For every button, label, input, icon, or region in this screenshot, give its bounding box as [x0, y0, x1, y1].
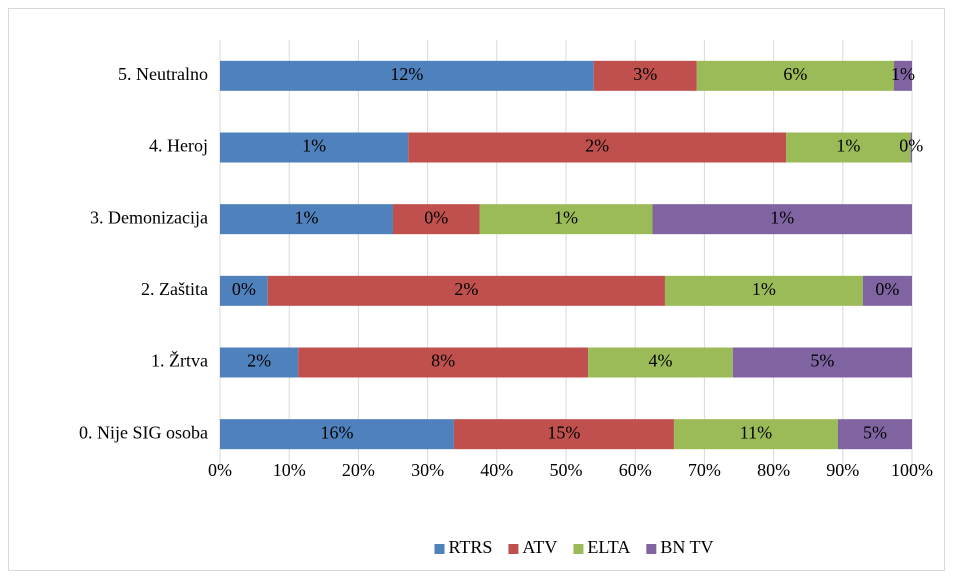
x-tick-label: 20%: [342, 460, 375, 480]
legend-label: BN TV: [660, 537, 713, 557]
y-tick-label: 1. Žrtva: [151, 350, 208, 371]
data-label: 2%: [454, 279, 478, 299]
bar-segment: [862, 275, 912, 306]
data-label: 1%: [554, 207, 578, 227]
data-label: 6%: [783, 64, 807, 84]
data-label: 1%: [836, 136, 860, 156]
x-tick-label: 70%: [688, 460, 721, 480]
bar-segment: [696, 60, 895, 91]
data-label: 0%: [875, 279, 899, 299]
x-tick-label: 100%: [891, 460, 933, 480]
y-tick-label: 5. Neutralno: [118, 64, 208, 84]
bar-segment: [894, 60, 912, 91]
bar-segment: [220, 204, 393, 235]
data-label: 0%: [424, 207, 448, 227]
bar-segment: [220, 275, 268, 306]
data-label: 0%: [232, 279, 256, 299]
bar-segment: [837, 419, 912, 450]
data-label: 1%: [770, 207, 794, 227]
data-label: 1%: [891, 64, 915, 84]
bar-segment: [393, 204, 480, 235]
y-tick-label: 2. Zaštita: [141, 279, 208, 299]
x-tick-label: 90%: [826, 460, 859, 480]
bar-segment: [267, 275, 665, 306]
data-label: 0%: [899, 136, 923, 156]
bar-segment: [664, 275, 863, 306]
y-tick-label: 0. Nije SIG osoba: [79, 422, 208, 442]
data-label: 3%: [633, 64, 657, 84]
bar-segment: [673, 419, 838, 450]
x-tick-label: 60%: [619, 460, 652, 480]
legend-swatch: [646, 544, 657, 554]
legend-label: RTRS: [448, 537, 492, 557]
x-tick-label: 50%: [550, 460, 583, 480]
data-label: 2%: [585, 136, 609, 156]
data-label: 11%: [740, 422, 772, 442]
bar-segment: [593, 60, 697, 91]
bar-segment: [652, 204, 912, 235]
data-label: 16%: [320, 422, 353, 442]
legend-label: ATV: [522, 537, 557, 557]
bar-segment: [298, 347, 589, 378]
legend-label: ELTA: [587, 537, 630, 557]
x-tick-label: 30%: [411, 460, 444, 480]
data-label: 1%: [302, 136, 326, 156]
data-label: 5%: [863, 422, 887, 442]
bar-segment: [220, 60, 594, 91]
bar-segment: [408, 132, 787, 163]
x-tick-label: 10%: [273, 460, 306, 480]
legend-swatch: [434, 544, 445, 554]
bar-segment: [786, 132, 911, 163]
bar-segment: [588, 347, 733, 378]
bar-segment: [732, 347, 912, 378]
data-label: 5%: [810, 351, 834, 371]
legend-swatch: [508, 544, 519, 554]
data-label: 15%: [547, 422, 580, 442]
y-tick-label: 3. Demonizacija: [90, 207, 208, 227]
bar-segment: [479, 204, 653, 235]
data-label: 4%: [648, 351, 672, 371]
bar-segment: [453, 419, 674, 450]
x-tick-label: 0%: [208, 460, 232, 480]
bar-segment: [220, 132, 409, 163]
data-label: 1%: [295, 207, 319, 227]
data-label: 1%: [752, 279, 776, 299]
x-tick-label: 40%: [480, 460, 513, 480]
data-label: 8%: [431, 351, 455, 371]
data-label: 12%: [390, 64, 423, 84]
bar-segment: [910, 132, 912, 163]
x-tick-label: 80%: [757, 460, 790, 480]
bar-segment: [220, 419, 454, 450]
data-label: 2%: [247, 351, 271, 371]
legend-swatch: [573, 544, 584, 554]
y-tick-label: 4. Heroj: [149, 136, 208, 156]
bar-segment: [220, 347, 299, 378]
